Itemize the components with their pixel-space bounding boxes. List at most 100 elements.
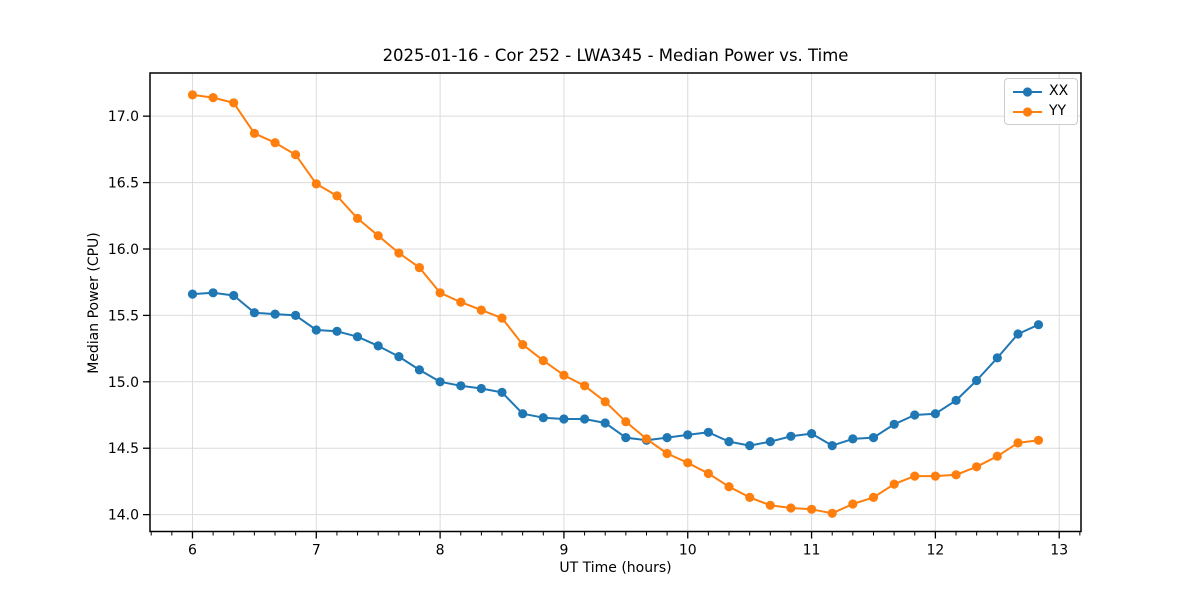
data-point-YY — [807, 504, 817, 514]
series-line-YY — [191, 93, 1040, 515]
data-point-YY — [311, 179, 321, 189]
data-point-XX — [1013, 329, 1023, 339]
data-point-XX — [208, 288, 218, 298]
data-point-YY — [827, 508, 837, 518]
svg-text:14.5: 14.5 — [108, 441, 139, 457]
data-point-XX — [992, 353, 1002, 363]
legend-label-yy: YY — [1049, 103, 1067, 119]
data-point-XX — [972, 375, 982, 386]
data-point-YY — [497, 313, 507, 323]
data-point-XX — [518, 409, 528, 419]
y-axis-label: Median Power (CPU) — [86, 232, 102, 374]
data-point-XX — [889, 419, 899, 429]
data-point-YY — [745, 492, 755, 502]
data-point-YY — [249, 128, 259, 138]
data-point-XX — [910, 410, 920, 420]
data-point-XX — [600, 418, 610, 428]
data-point-YY — [848, 499, 858, 509]
data-point-XX — [765, 437, 775, 447]
chart-title: 2025-01-16 - Cor 252 - LWA345 - Median P… — [382, 46, 849, 65]
data-point-YY — [703, 468, 714, 479]
data-point-YY — [951, 470, 961, 480]
data-point-YY — [683, 458, 693, 468]
data-point-XX — [807, 429, 817, 439]
svg-text:12: 12 — [926, 543, 944, 559]
x-axis-ticks — [191, 531, 1060, 539]
data-point-XX — [848, 434, 858, 444]
data-point-XX — [724, 437, 734, 447]
data-point-XX — [497, 387, 507, 397]
svg-text:15.0: 15.0 — [108, 375, 139, 391]
data-point-XX — [786, 431, 796, 441]
legend-item-yy: YY — [1013, 103, 1068, 120]
plot-frame — [149, 72, 1082, 533]
data-point-YY — [580, 381, 590, 391]
y-axis-tick-labels: 14.0 14.5 15.0 15.5 16.0 16.5 17.0 — [108, 109, 139, 523]
data-point-YY — [621, 417, 631, 427]
data-point-XX — [621, 433, 631, 443]
x-axis-label: UT Time (hours) — [559, 560, 672, 576]
data-point-YY — [559, 370, 569, 380]
data-point-YY — [972, 462, 982, 472]
data-point-YY — [600, 397, 610, 407]
data-point-YY — [291, 150, 301, 160]
svg-text:13: 13 — [1050, 543, 1068, 559]
data-point-YY — [992, 451, 1002, 461]
data-point-YY — [930, 471, 941, 481]
svg-text:8: 8 — [436, 543, 445, 559]
data-point-YY — [435, 288, 445, 298]
data-point-YY — [394, 248, 404, 258]
data-point-XX — [187, 289, 198, 299]
svg-text:9: 9 — [559, 543, 568, 559]
svg-text:16.0: 16.0 — [108, 242, 139, 258]
data-point-YY — [765, 500, 775, 510]
data-point-XX — [538, 413, 548, 423]
svg-text:14.0: 14.0 — [108, 508, 139, 524]
legend-sample-xx-icon — [1013, 86, 1042, 97]
svg-text:16.5: 16.5 — [108, 176, 139, 192]
data-point-XX — [662, 433, 672, 443]
data-point-YY — [910, 471, 920, 481]
data-point-XX — [249, 308, 259, 318]
data-point-XX — [394, 352, 404, 362]
svg-text:17.0: 17.0 — [108, 109, 139, 125]
data-point-XX — [291, 310, 301, 320]
data-point-YY — [187, 90, 198, 100]
data-point-YY — [208, 93, 218, 103]
data-point-YY — [373, 231, 383, 241]
data-point-YY — [641, 434, 652, 444]
series-markers-XX — [187, 288, 1044, 451]
data-point-XX — [930, 409, 941, 419]
data-point-YY — [476, 305, 486, 315]
x-axis-tick-labels: 6 7 8 9 10 11 12 13 — [188, 543, 1068, 559]
data-point-YY — [1013, 438, 1023, 448]
data-point-YY — [270, 138, 280, 148]
data-point-XX — [352, 332, 363, 342]
legend: XX YY — [1004, 78, 1079, 125]
data-point-YY — [724, 482, 734, 492]
data-point-XX — [476, 383, 486, 394]
data-point-XX — [559, 414, 569, 424]
data-point-XX — [580, 414, 590, 424]
legend-sample-yy-icon — [1013, 106, 1042, 117]
data-point-YY — [889, 479, 899, 489]
legend-item-xx: XX — [1013, 83, 1068, 100]
data-point-YY — [229, 98, 239, 108]
legend-label-xx: XX — [1049, 83, 1069, 99]
y-axis-ticks — [143, 115, 150, 516]
data-point-XX — [373, 341, 383, 351]
svg-text:15.5: 15.5 — [108, 308, 139, 324]
data-point-YY — [786, 503, 796, 513]
data-point-XX — [332, 326, 342, 336]
grid-lines — [150, 73, 1081, 532]
data-point-YY — [414, 263, 424, 273]
data-point-XX — [311, 325, 321, 335]
data-point-XX — [435, 377, 445, 387]
data-point-XX — [229, 290, 239, 301]
data-point-YY — [1033, 435, 1044, 445]
data-point-YY — [662, 448, 672, 459]
svg-text:10: 10 — [679, 543, 697, 559]
data-point-XX — [683, 430, 693, 440]
